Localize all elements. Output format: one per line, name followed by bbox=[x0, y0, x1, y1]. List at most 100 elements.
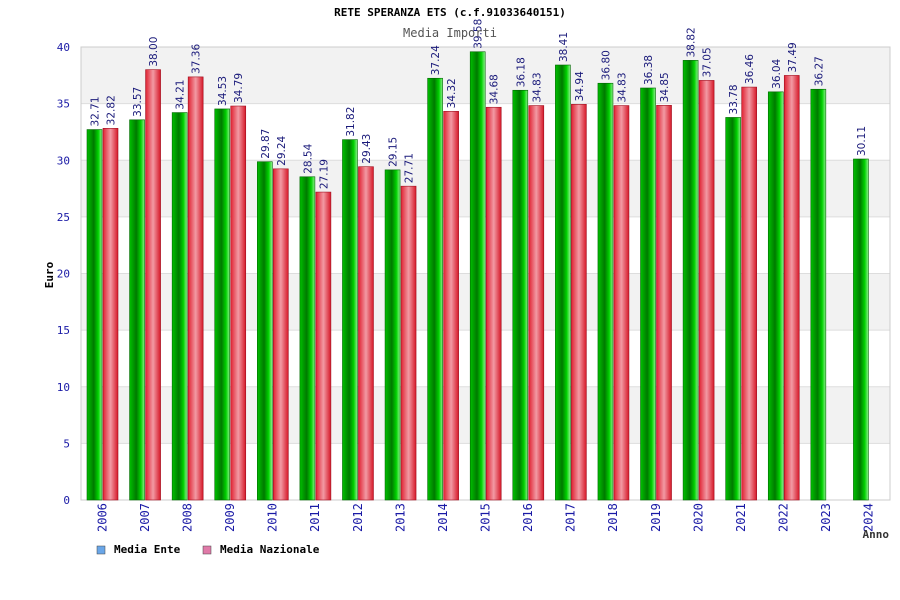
data-label-media-ente-2006: 32.71 bbox=[90, 96, 102, 126]
x-tick-label: 2023 bbox=[819, 503, 833, 532]
axes: 0 5 10 15 20 25 30 35 40 2006 2007 2008 2009 2010 2011… bbox=[57, 41, 891, 532]
x-tick-label: 2015 bbox=[479, 503, 493, 532]
bar-media-nazionale-2010 bbox=[273, 168, 289, 501]
data-label-media-ente-2016: 36.18 bbox=[515, 57, 527, 87]
y-tick-label: 15 bbox=[57, 324, 70, 337]
data-labels: 32.71 32.82 33.57 38.00 34.21 37.36 34.53 34.79… bbox=[90, 19, 868, 189]
bar-media-ente-2015 bbox=[469, 51, 486, 501]
data-label-media-nazionale-2017: 34.94 bbox=[574, 71, 586, 101]
data-label-media-ente-2022: 36.04 bbox=[771, 58, 783, 88]
x-tick-label: 2011 bbox=[308, 503, 322, 532]
y-tick-label: 30 bbox=[57, 154, 70, 167]
data-label-media-nazionale-2016: 34.83 bbox=[531, 72, 543, 102]
legend-swatch-media-ente bbox=[96, 545, 106, 555]
data-label-media-nazionale-2013: 27.71 bbox=[404, 153, 416, 183]
x-tick-label: 2009 bbox=[223, 503, 237, 532]
data-label-media-nazionale-2020: 37.05 bbox=[702, 47, 714, 77]
x-tick-label: 2016 bbox=[521, 503, 535, 532]
bar-media-ente-2006 bbox=[86, 129, 103, 501]
y-tick-label: 25 bbox=[57, 211, 70, 224]
x-tick-label: 2022 bbox=[777, 503, 791, 532]
bar-media-nazionale-2022 bbox=[783, 75, 800, 501]
data-label-media-nazionale-2022: 37.49 bbox=[787, 42, 799, 72]
x-tick-label: 2017 bbox=[564, 503, 578, 532]
x-tick-label: 2020 bbox=[691, 503, 705, 532]
data-label-media-ente-2012: 31.82 bbox=[345, 107, 357, 137]
legend-swatch-media-nazionale bbox=[202, 545, 212, 555]
legend-item-media-nazionale: Media Nazionale bbox=[202, 543, 320, 556]
y-tick-label: 20 bbox=[57, 268, 70, 281]
x-tick-label: 2019 bbox=[649, 503, 663, 532]
y-tick-label: 40 bbox=[57, 41, 70, 54]
data-label-media-ente-2018: 36.80 bbox=[600, 50, 612, 80]
data-label-media-ente-2020: 38.82 bbox=[686, 27, 698, 57]
y-tick-label: 0 bbox=[63, 494, 70, 507]
bar-media-nazionale-2019 bbox=[656, 105, 672, 501]
x-tick-label: 2008 bbox=[180, 503, 194, 532]
x-tick-label: 2012 bbox=[351, 503, 365, 532]
bar-media-ente-2009 bbox=[214, 108, 231, 501]
y-tick-label: 5 bbox=[63, 437, 70, 450]
x-tick-label: 2010 bbox=[266, 503, 280, 532]
data-label-media-ente-2021: 33.78 bbox=[728, 84, 740, 114]
bar-media-ente-2016 bbox=[512, 89, 529, 501]
bar-media-nazionale-2016 bbox=[528, 105, 545, 501]
bar-media-nazionale-2006 bbox=[102, 128, 119, 501]
data-label-media-ente-2014: 37.24 bbox=[430, 45, 442, 75]
data-label-media-nazionale-2021: 36.46 bbox=[744, 54, 756, 84]
data-label-media-ente-2009: 34.53 bbox=[217, 76, 229, 106]
bar-media-nazionale-2012 bbox=[358, 166, 374, 501]
chart-title: RETE SPERANZA ETS (c.f.91033640151) bbox=[334, 6, 566, 19]
data-label-media-nazionale-2019: 34.85 bbox=[659, 72, 671, 102]
data-label-media-ente-2011: 28.54 bbox=[302, 143, 314, 173]
x-tick-label: 2013 bbox=[393, 503, 407, 532]
data-label-media-nazionale-2009: 34.79 bbox=[233, 73, 245, 103]
y-tick-label: 10 bbox=[57, 381, 70, 394]
data-label-media-nazionale-2007: 38.00 bbox=[148, 37, 160, 67]
data-label-media-ente-2023: 36.27 bbox=[813, 56, 825, 86]
bar-media-nazionale-2013 bbox=[400, 185, 417, 501]
bar-media-nazionale-2018 bbox=[613, 105, 630, 501]
bar-media-ente-2010 bbox=[257, 161, 273, 501]
data-label-media-nazionale-2006: 32.82 bbox=[106, 95, 118, 125]
data-label-media-ente-2017: 38.41 bbox=[558, 32, 570, 62]
bars bbox=[86, 51, 869, 501]
bar-media-ente-2017 bbox=[555, 64, 571, 501]
data-label-media-nazionale-2014: 34.32 bbox=[446, 78, 458, 108]
bar-media-ente-2008 bbox=[171, 112, 188, 501]
data-label-media-ente-2019: 36.38 bbox=[643, 55, 655, 85]
data-label-media-ente-2015: 39.58 bbox=[473, 19, 485, 49]
bar-media-nazionale-2021 bbox=[741, 86, 757, 501]
x-tick-label: 2021 bbox=[734, 503, 748, 532]
x-tick-label: 2007 bbox=[138, 503, 152, 532]
bar-media-ente-2023 bbox=[810, 88, 827, 501]
x-tick-label: 2018 bbox=[606, 503, 620, 532]
bar-media-nazionale-2020 bbox=[698, 80, 715, 501]
bar-media-nazionale-2009 bbox=[230, 105, 247, 501]
data-label-media-nazionale-2008: 37.36 bbox=[191, 44, 203, 74]
bar-media-nazionale-2015 bbox=[485, 106, 502, 501]
data-label-media-nazionale-2011: 27.19 bbox=[318, 159, 330, 189]
data-label-media-nazionale-2018: 34.83 bbox=[616, 72, 628, 102]
chart-subtitle: Media Importi bbox=[403, 26, 497, 40]
bar-media-nazionale-2011 bbox=[315, 191, 332, 501]
bar-media-ente-2012 bbox=[342, 139, 358, 501]
bar-media-ente-2021 bbox=[725, 117, 741, 501]
bar-media-ente-2011 bbox=[299, 176, 316, 501]
data-label-media-ente-2013: 29.15 bbox=[388, 137, 400, 167]
x-tick-label: 2024 bbox=[862, 503, 876, 532]
data-label-media-ente-2010: 29.87 bbox=[260, 129, 272, 159]
bar-media-ente-2019 bbox=[640, 87, 656, 501]
x-tick-label: 2006 bbox=[95, 503, 109, 532]
data-label-media-ente-2024: 30.11 bbox=[856, 126, 868, 156]
x-tick-label: 2014 bbox=[436, 503, 450, 532]
bar-media-nazionale-2008 bbox=[187, 76, 204, 501]
data-label-media-ente-2008: 34.21 bbox=[175, 80, 187, 110]
bar-media-ente-2020 bbox=[682, 60, 699, 501]
bar-media-ente-2022 bbox=[767, 91, 784, 501]
x-axis-label: Anno bbox=[863, 528, 890, 541]
bar-media-ente-2024 bbox=[853, 158, 869, 501]
bar-media-nazionale-2014 bbox=[443, 111, 459, 501]
y-axis-label: Euro bbox=[43, 261, 56, 288]
